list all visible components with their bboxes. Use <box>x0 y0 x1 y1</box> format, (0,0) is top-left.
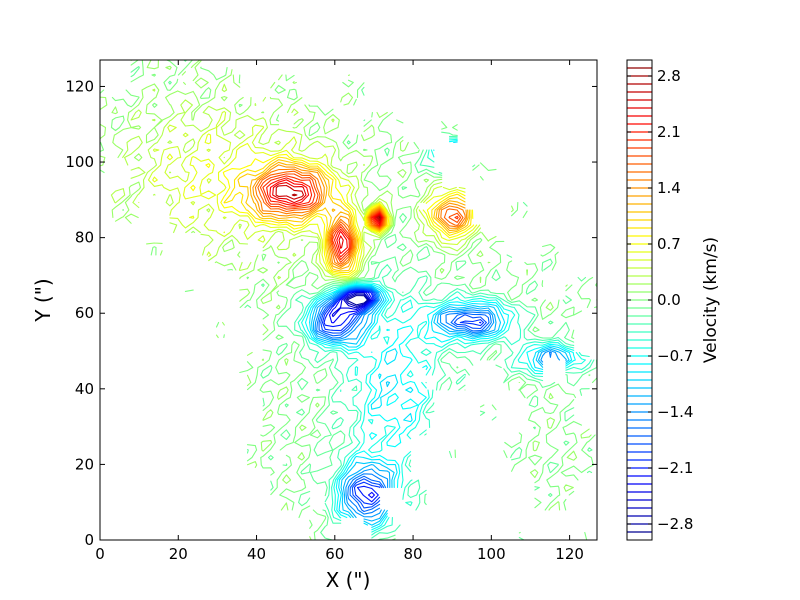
contour-level <box>259 173 462 263</box>
colorbar-tick-label: 0.7 <box>657 235 681 253</box>
contour-level <box>266 177 384 258</box>
contour-level <box>316 287 552 515</box>
contour-level <box>308 141 573 528</box>
colorbar-tick-label: 0.0 <box>657 291 681 309</box>
colorbar-tick-label: 2.1 <box>657 123 681 141</box>
contour-level <box>249 161 469 270</box>
contour-level <box>152 133 478 278</box>
colorbar-frame <box>626 59 653 541</box>
x-tick-label: 100 <box>477 545 506 563</box>
colorbar: −2.8 −2.1 −1.4 −0.7 0.0 0.7 1.4 2.1 2.8 <box>627 67 693 533</box>
contour-level <box>311 285 570 526</box>
y-tick-label: 120 <box>65 77 94 95</box>
x-tick-label: 40 <box>247 545 266 563</box>
contour-level <box>318 287 490 513</box>
contour-level <box>343 292 371 309</box>
contour-level <box>110 83 482 280</box>
contour-level <box>294 135 595 539</box>
y-axis: 0 20 40 60 80 100 120 <box>65 77 597 549</box>
y-tick-label: 100 <box>65 153 94 171</box>
colorbar-tick-label: −2.1 <box>657 459 693 477</box>
x-tick-label: 60 <box>325 545 344 563</box>
contour-level <box>262 175 459 261</box>
y-tick-label: 60 <box>75 304 94 322</box>
contour-level <box>130 60 597 540</box>
colorbar-title: Velocity (km/s) <box>701 237 721 363</box>
y-tick-label: 40 <box>75 380 94 398</box>
x-axis-title: X (") <box>326 568 371 592</box>
contour-level <box>378 216 381 219</box>
x-tick-label: 20 <box>169 545 188 563</box>
contour-level <box>269 179 383 255</box>
x-tick-label: 80 <box>404 545 423 563</box>
colorbar-tick-label: −1.4 <box>657 403 693 421</box>
y-tick-label: 80 <box>75 229 94 247</box>
contour-level <box>345 293 370 307</box>
contour-level <box>100 60 597 540</box>
contour-level <box>304 140 576 531</box>
plot-frame <box>99 59 598 541</box>
colorbar-tick-label: −2.8 <box>657 515 693 533</box>
contour-level <box>328 290 375 499</box>
contour-level <box>301 138 586 533</box>
y-tick-label: 0 <box>84 531 94 549</box>
colorbar-tick-label: −0.7 <box>657 347 693 365</box>
contour-level <box>297 137 592 536</box>
x-axis: 0 20 40 60 80 100 120 <box>95 60 584 563</box>
contour-level <box>346 294 369 306</box>
contour-plot <box>100 60 597 540</box>
colorbar-tick-label: 2.8 <box>657 67 681 85</box>
x-tick-label: 0 <box>95 545 105 563</box>
contour-level <box>190 153 475 276</box>
x-tick-label: 120 <box>555 545 584 563</box>
contour-level <box>257 170 464 265</box>
contour-level <box>223 156 472 274</box>
y-tick-label: 20 <box>75 455 94 473</box>
contour-level <box>312 285 567 522</box>
contour-level <box>138 110 481 279</box>
contour-level <box>272 182 383 249</box>
contour-level <box>254 168 466 267</box>
y-axis-title: Y (") <box>31 278 55 322</box>
contour-level <box>321 289 485 505</box>
contour-level <box>237 159 471 272</box>
colorbar-tick-label: 1.4 <box>657 179 681 197</box>
contour-level <box>320 288 487 509</box>
contour-level <box>100 60 597 540</box>
contour-level <box>314 286 561 518</box>
contour-level <box>323 290 482 503</box>
contour-level <box>331 291 372 318</box>
contour-level <box>252 164 468 269</box>
